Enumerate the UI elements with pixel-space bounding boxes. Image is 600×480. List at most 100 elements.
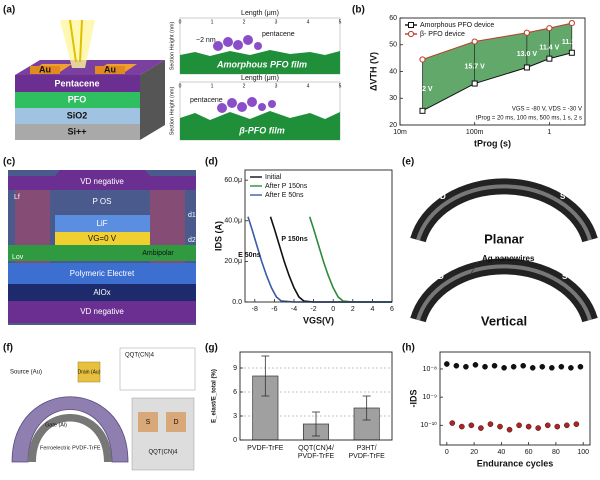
film-label: β-PFO film <box>238 125 285 135</box>
device-cross-section <box>8 170 196 325</box>
electrode-label: Au <box>39 64 51 74</box>
label: QQT(CN)4 <box>149 450 179 456</box>
plot-frame <box>244 169 393 303</box>
x-axis-label: Endurance cycles <box>477 458 554 468</box>
y-axis-label: ΔVTH (V) <box>368 52 378 91</box>
layer-label: VG=0 V <box>88 234 117 243</box>
x-tick-label: 3 <box>275 19 278 25</box>
x-tick-label: 60 <box>525 449 533 456</box>
point <box>554 423 561 430</box>
layer-label: P OS <box>93 197 112 206</box>
point <box>449 420 456 426</box>
y-tick-label: 10⁻⁹ <box>423 394 437 401</box>
point <box>459 423 465 430</box>
label: Ferroelectric PVDF-TrFE <box>40 445 101 451</box>
point <box>491 362 498 369</box>
label: Source (Au) <box>10 370 42 376</box>
x-tick-label: 2 <box>351 306 355 313</box>
x-tick-label: 0 <box>179 19 182 25</box>
y-tick-label: 20 <box>389 122 397 129</box>
layer-label: AlOx <box>93 288 110 297</box>
axis-label: Length (μm) <box>241 75 279 82</box>
annotation: P 150ns <box>281 236 307 243</box>
pad-label: D <box>173 419 178 426</box>
y-axis-label: IDS (A) <box>213 221 223 251</box>
x-tick-label: 1 <box>211 19 214 25</box>
label: Drain (Au) <box>78 369 101 375</box>
marker <box>471 80 478 87</box>
electrode-label: D <box>438 272 444 281</box>
layer-label: Ambipolar <box>142 250 174 257</box>
layer-label: Polymeric Electret <box>70 269 135 278</box>
annotation: 19.2 V <box>412 86 433 93</box>
note: tProg = 20 ms, 100 ms, 500 ms, 1 s, 2 s <box>476 116 582 122</box>
afm-image <box>179 17 341 141</box>
caption: Planar <box>484 231 524 246</box>
x-tick-label: 4 <box>370 306 374 313</box>
point <box>444 361 450 367</box>
point <box>535 425 541 431</box>
x-tick-label: 4 <box>307 83 310 89</box>
axis-label: Length (μm) <box>241 10 279 17</box>
plot-frame <box>439 351 591 446</box>
layer-label: VD negative <box>80 307 124 316</box>
legend-label: Initial <box>265 174 282 181</box>
y-tick-label: 3 <box>233 413 237 420</box>
y-axis-label: E_elast/E_total (%) <box>212 369 218 423</box>
electrode-label: S <box>560 192 566 201</box>
point <box>558 363 565 370</box>
point <box>573 421 580 427</box>
panel-label: (c) <box>3 157 15 168</box>
marker <box>523 29 530 36</box>
point <box>468 422 475 429</box>
label: Gate (Al) <box>45 422 67 428</box>
annotation: 11.1 V <box>562 39 582 46</box>
dimension-label: d1 <box>188 212 196 219</box>
y-axis-label: -IDS <box>408 390 418 408</box>
caption: Vertical <box>481 313 527 328</box>
electrode-label: S <box>562 272 568 281</box>
marker <box>546 25 553 32</box>
point <box>510 363 517 370</box>
point <box>568 364 574 371</box>
point <box>549 364 555 371</box>
y-tick-label: 60.0μ <box>224 177 242 184</box>
x-axis-label: VGS(V) <box>303 315 334 325</box>
dimension-label: d2 <box>188 237 196 244</box>
layer-label: VD negative <box>80 177 124 186</box>
legend-label: Amorphous PFO device <box>420 22 494 29</box>
y-tick-label: 0 <box>233 437 237 444</box>
x-tick-label: 5 <box>339 19 342 25</box>
layer-label: PFO <box>68 94 87 104</box>
marker <box>546 55 553 62</box>
point <box>525 423 532 430</box>
point <box>497 423 503 430</box>
annotation: ~2 nm <box>196 37 216 44</box>
marker <box>523 64 530 71</box>
film-label: Amorphous PFO film <box>216 59 307 69</box>
panel-label: (e) <box>402 157 414 168</box>
point <box>520 362 526 369</box>
axis-label: Section Height (nm) <box>169 87 175 136</box>
annotation: 11.4 V <box>539 44 559 51</box>
note: VGS = -80 V, VDS = -30 V <box>512 107 582 113</box>
point <box>501 364 507 371</box>
marker <box>568 49 575 56</box>
x-tick-label: 1 <box>547 129 551 136</box>
x-tick-label: 2 <box>243 19 246 25</box>
plot-frame <box>399 17 586 126</box>
x-tick-label: QQT(CN)4/PVDF-TrFE <box>298 445 335 460</box>
y-tick-label: 50 <box>389 42 397 49</box>
annotation: pentacene <box>262 31 295 38</box>
x-tick-label: 20 <box>470 449 478 456</box>
marker <box>419 56 426 63</box>
panel-label: (g) <box>205 343 218 354</box>
y-tick-label: 10⁻⁸ <box>423 366 437 373</box>
x-tick-label: 0 <box>445 449 449 456</box>
electrode-label: D <box>440 192 446 201</box>
panel-label: (a) <box>3 5 15 16</box>
legend-marker <box>408 22 414 28</box>
y-tick-label: 6 <box>233 389 237 396</box>
x-tick-label: 80 <box>552 449 560 456</box>
y-tick-label: 60 <box>389 15 397 22</box>
